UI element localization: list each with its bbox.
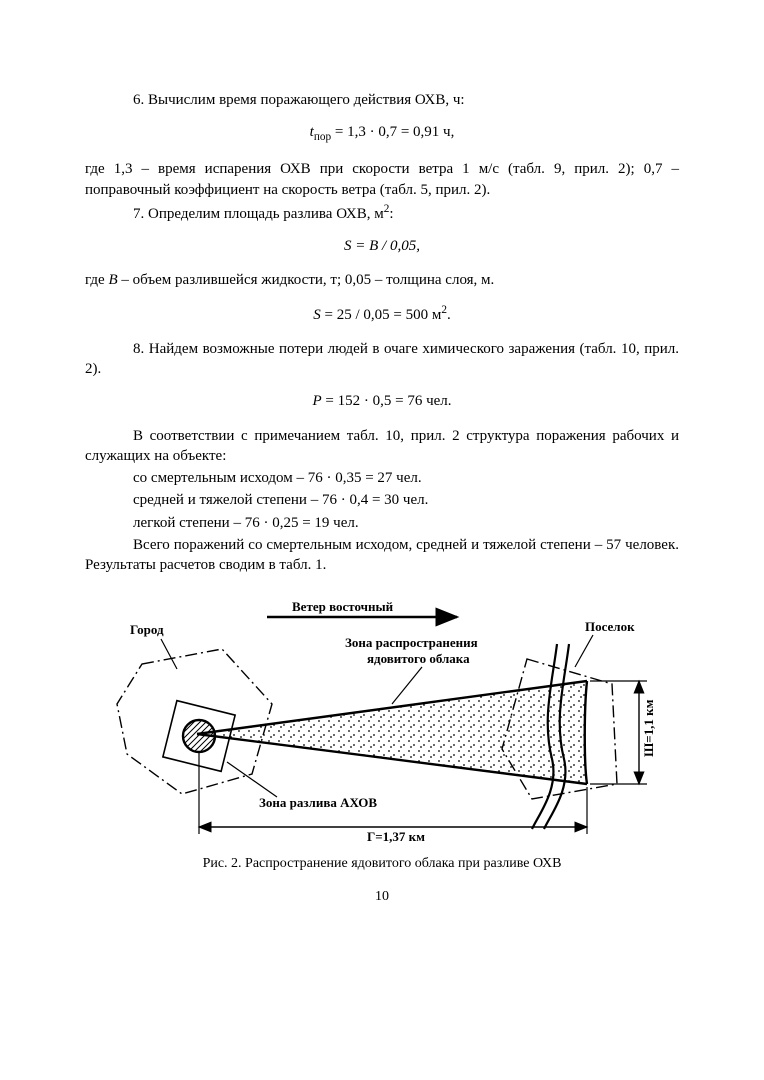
figure-diagram: Город Ветер восточный Поселок Зона распр…	[87, 589, 677, 849]
label-wind: Ветер восточный	[292, 599, 394, 614]
paragraph-severe: средней и тяжелой степени – 76 · 0,4 = 3…	[85, 490, 679, 510]
paragraph-light: легкой степени – 76 · 0,25 = 19 чел.	[85, 513, 679, 533]
page-container: 6. Вычислим время поражающего действия О…	[0, 0, 764, 1080]
paragraph-step7: 7. Определим площадь разлива ОХВ, м2:	[85, 202, 679, 224]
paragraph-step8: 8. Найдем возможные потери людей в очаге…	[85, 339, 679, 380]
paragraph-step6: 6. Вычислим время поражающего действия О…	[85, 90, 679, 110]
paragraph-where2: где B – объем разлившейся жидкости, т; 0…	[85, 270, 679, 290]
label-gorod: Город	[130, 622, 164, 637]
label-dim-g: Г=1,37 км	[367, 829, 425, 844]
label-dim-sh: Ш=1,1 км	[641, 700, 656, 758]
equation-1: tпор = 1,3 · 0,7 = 0,91 ч,	[85, 122, 679, 145]
paragraph-total: Всего поражений со смертельным исходом, …	[85, 535, 679, 576]
equation-3: S = 25 / 0,05 = 500 м2.	[85, 303, 679, 325]
figure-caption: Рис. 2. Распространение ядовитого облака…	[85, 855, 679, 874]
page-number: 10	[85, 888, 679, 907]
equation-4: P = 152 · 0,5 = 76 чел.	[85, 391, 679, 411]
label-poselok: Поселок	[585, 619, 635, 634]
paragraph-fatal: со смертельным исходом – 76 · 0,35 = 27 …	[85, 468, 679, 488]
label-zone1: Зона распространения	[345, 635, 478, 650]
paragraph-struct: В соответствии с примечанием табл. 10, п…	[85, 426, 679, 467]
equation-2: S = B / 0,05,	[85, 236, 679, 256]
label-zone2: ядовитого облака	[367, 651, 470, 666]
paragraph-where1: где 1,3 – время испарения ОХВ при скорос…	[85, 159, 679, 200]
